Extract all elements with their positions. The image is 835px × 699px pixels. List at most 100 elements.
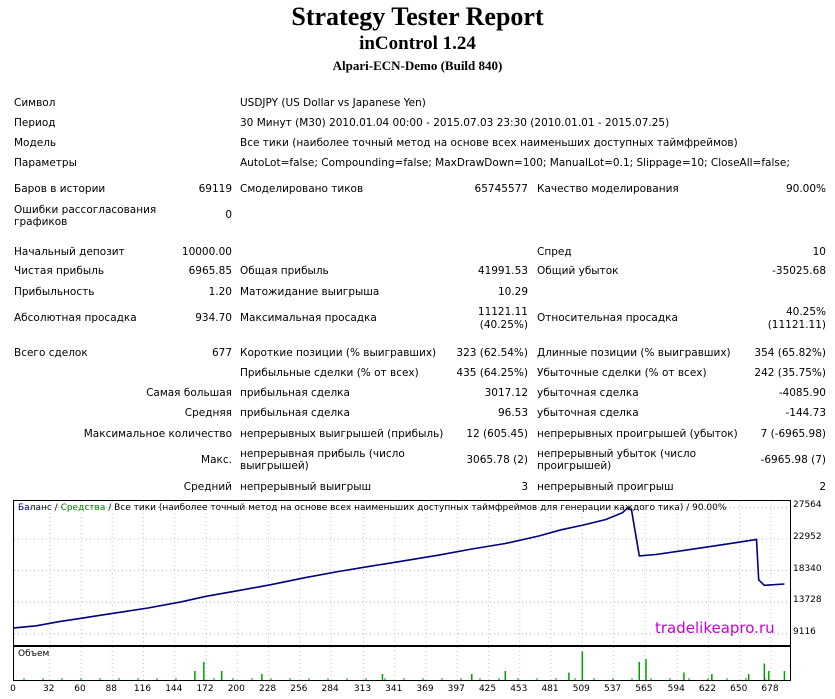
volume-label: Объем xyxy=(18,649,50,659)
x-tick-label-11: 313 xyxy=(353,684,372,694)
volume-chart-svg xyxy=(14,647,786,680)
legend-model-info: Все тики (наиболее точный метод на основ… xyxy=(114,503,727,513)
short-positions-label: Короткие позиции (% выигравших) xyxy=(240,347,437,359)
x-tick-label-23: 650 xyxy=(730,684,748,694)
x-tick-label-21: 594 xyxy=(667,684,685,694)
long-positions-value: 354 (65.82%) xyxy=(754,347,826,359)
spread-label: Спред xyxy=(537,246,572,258)
x-tick-label-19: 537 xyxy=(603,684,622,694)
max-drawdown-percent: (40.25%) xyxy=(479,319,528,331)
profit-trades-label: Прибыльные сделки (% от всех) xyxy=(240,367,419,379)
symbol-value: USDJPY (US Dollar vs Japanese Yen) xyxy=(240,97,426,109)
absolute-drawdown-value: 934.70 xyxy=(195,312,232,324)
x-tick-label-20: 565 xyxy=(635,684,653,694)
average-profit-label: прибыльная сделка xyxy=(240,407,350,419)
x-tick-label-22: 622 xyxy=(698,684,717,694)
average-consecutive-losses-label: непрерывный проигрыш xyxy=(537,481,674,493)
gross-profit-value: 41991.53 xyxy=(477,265,528,277)
parameters-label: Параметры xyxy=(14,157,77,169)
x-tick-label-3: 88 xyxy=(105,684,117,694)
relative-drawdown-value: 40.25% xyxy=(785,306,826,318)
relative-drawdown-amount: (11121.11) xyxy=(767,319,826,331)
largest-profit-value: 3017.12 xyxy=(484,387,528,399)
y-tick-label-0: 27564 xyxy=(793,500,822,511)
parameters-value: AutoLot=false; Compounding=false; MaxDra… xyxy=(240,157,790,169)
largest-label: Самая большая xyxy=(146,387,232,399)
errors-label: Ошибки рассогласования графиков xyxy=(14,204,157,228)
x-tick-label-15: 425 xyxy=(478,684,497,694)
ticks-label: Смоделировано тиков xyxy=(240,183,364,195)
deposit-label: Начальный депозит xyxy=(14,246,125,258)
model-label: Модель xyxy=(14,137,57,149)
bars-value: 69119 xyxy=(198,183,232,195)
legend-equity: Средства xyxy=(60,503,106,513)
period-value: 30 Минут (M30) 2010.01.04 00:00 - 2015.0… xyxy=(240,117,670,129)
average-consecutive-label: Средний xyxy=(183,481,232,493)
balance-chart-svg xyxy=(14,501,790,645)
max-drawdown-value: 11121.11 xyxy=(477,306,528,318)
x-tick-label-12: 341 xyxy=(385,684,403,694)
x-tick-label-24: 678 xyxy=(761,684,779,694)
x-tick-label-10: 284 xyxy=(321,684,339,694)
average-label: Средняя xyxy=(184,407,232,419)
server-name: Alpari-ECN-Demo (Build 840) xyxy=(332,58,503,73)
max-consecutive-losses-label: непрерывных проигрышей (убыток) xyxy=(537,428,738,440)
spread-value: 10 xyxy=(812,246,826,258)
x-tick-label-0: 0 xyxy=(10,684,16,694)
deposit-value: 10000.00 xyxy=(181,246,232,258)
max-consecutive-profit-label: непрерывная прибыль (число выигрышей) xyxy=(240,448,405,472)
total-trades-value: 677 xyxy=(211,347,232,359)
net-profit-value: 6965.85 xyxy=(188,265,232,277)
short-positions-value: 323 (62.54%) xyxy=(456,347,528,359)
max-label: Макс. xyxy=(201,454,232,466)
max-consecutive-losses-value: 7 (-6965.98) xyxy=(760,428,826,440)
x-tick-label-8: 228 xyxy=(258,684,277,694)
relative-drawdown-label: Относительная просадка xyxy=(537,312,678,324)
average-consecutive-wins-value: 3 xyxy=(521,481,528,493)
max-drawdown-label: Максимальная просадка xyxy=(240,312,377,324)
legend-separator-2: / xyxy=(105,503,115,513)
legend-separator-1: / xyxy=(51,503,61,513)
expected-payoff-label: Матожидание выигрыша xyxy=(240,286,380,298)
x-tick-label-1: 32 xyxy=(42,684,55,694)
balance-chart: Баланс / Средства / Все тики (наиболее т… xyxy=(13,500,791,646)
average-consecutive-wins-label: непрерывный выигрыш xyxy=(240,481,372,493)
x-tick-label-17: 481 xyxy=(541,684,559,694)
watermark: tradelikeapro.ru xyxy=(655,619,775,637)
period-label: Период xyxy=(14,117,56,129)
x-tick-label-18: 509 xyxy=(572,684,590,694)
expert-name: inControl 1.24 xyxy=(359,33,476,54)
x-tick-label-5: 144 xyxy=(165,684,183,694)
profit-trades-value: 435 (64.25%) xyxy=(456,367,528,379)
absolute-drawdown-label: Абсолютная просадка xyxy=(14,312,137,324)
model-value: Все тики (наиболее точный метод на основ… xyxy=(240,137,738,149)
errors-value: 0 xyxy=(225,209,232,221)
balance-line xyxy=(14,507,785,629)
loss-trades-label: Убыточные сделки (% от всех) xyxy=(537,367,707,379)
net-profit-label: Чистая прибыль xyxy=(14,265,105,277)
volume-chart: Объем xyxy=(13,646,791,681)
y-tick-label-3: 13728 xyxy=(793,595,822,606)
ticks-value: 65745577 xyxy=(474,183,528,195)
x-tick-label-2: 60 xyxy=(74,684,86,694)
max-consecutive-loss-label: непрерывный убыток (число проигрышей) xyxy=(537,448,697,472)
gross-loss-label: Общий убыток xyxy=(537,265,619,277)
average-loss-value: -144.73 xyxy=(785,407,826,419)
largest-loss-value: -4085.90 xyxy=(778,387,826,399)
x-tick-label-7: 200 xyxy=(227,684,245,694)
average-consecutive-losses-value: 2 xyxy=(819,481,826,493)
max-consecutive-loss-value: -6965.98 (7) xyxy=(760,454,826,466)
y-tick-label-1: 22952 xyxy=(793,532,822,543)
quality-label: Качество моделирования xyxy=(537,183,679,195)
gross-loss-value: -35025.68 xyxy=(772,265,826,277)
expected-payoff-value: 10.29 xyxy=(497,286,528,298)
quality-value: 90.00% xyxy=(785,183,826,195)
x-tick-label-14: 397 xyxy=(447,684,465,694)
max-consecutive-profit-value: 3065.78 (2) xyxy=(466,454,528,466)
x-tick-label-9: 256 xyxy=(290,684,308,694)
profit-factor-value: 1.20 xyxy=(208,286,232,298)
symbol-label: Символ xyxy=(14,97,56,109)
largest-loss-label: убыточная сделка xyxy=(537,387,639,399)
y-tick-label-4: 9116 xyxy=(793,626,816,637)
long-positions-label: Длинные позиции (% выигравших) xyxy=(537,347,731,359)
